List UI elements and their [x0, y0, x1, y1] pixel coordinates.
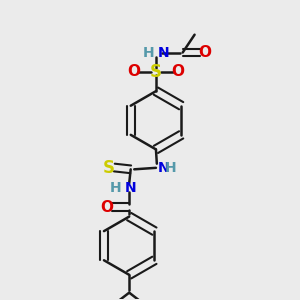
Text: H: H [165, 161, 176, 175]
Text: N: N [158, 46, 169, 59]
Text: H: H [110, 181, 122, 195]
Text: O: O [127, 64, 140, 79]
Text: N: N [125, 181, 136, 195]
Text: O: O [100, 200, 113, 214]
Text: N: N [158, 161, 169, 175]
Text: O: O [199, 45, 212, 60]
Text: S: S [103, 158, 115, 176]
Text: H: H [143, 46, 154, 59]
Text: O: O [172, 64, 185, 79]
Text: S: S [150, 63, 162, 81]
